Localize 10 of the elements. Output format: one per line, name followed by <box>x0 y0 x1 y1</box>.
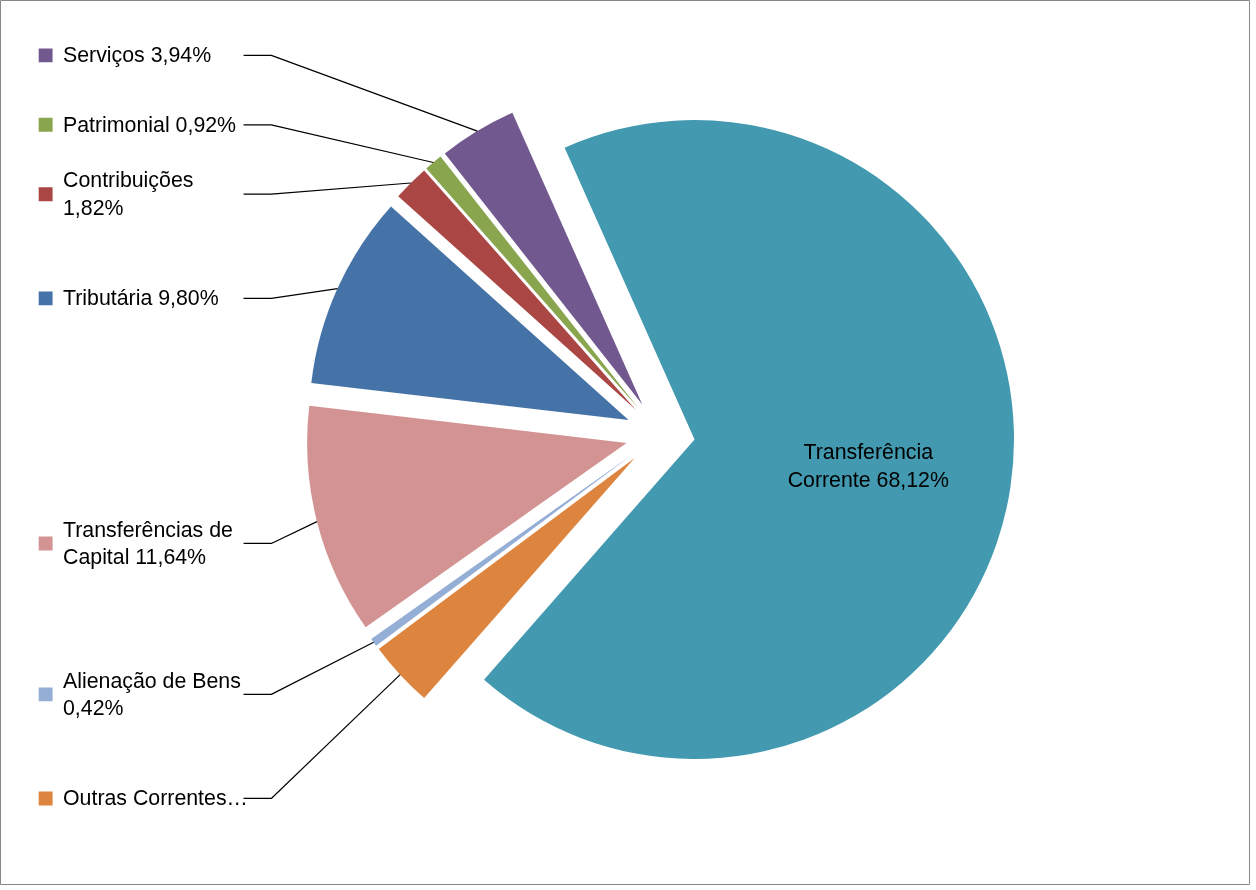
data-label: 1,82% <box>63 196 124 221</box>
data-label: 0,42% <box>63 696 124 721</box>
legend-label: Contribuições <box>63 168 194 193</box>
slice-label: Transferência Corrente 68,12% <box>787 440 949 492</box>
legend-label: Serviços 3,94% <box>63 43 212 68</box>
legend-label: Alienação de Bens <box>63 668 241 693</box>
legend-label: Outras Correntes… <box>63 786 248 811</box>
legend-label: Patrimonial 0,92% <box>63 112 237 137</box>
legend-label: Tributária 9,80% <box>63 286 219 311</box>
legend-label: Transferências de Capital 11,64% <box>63 517 233 570</box>
